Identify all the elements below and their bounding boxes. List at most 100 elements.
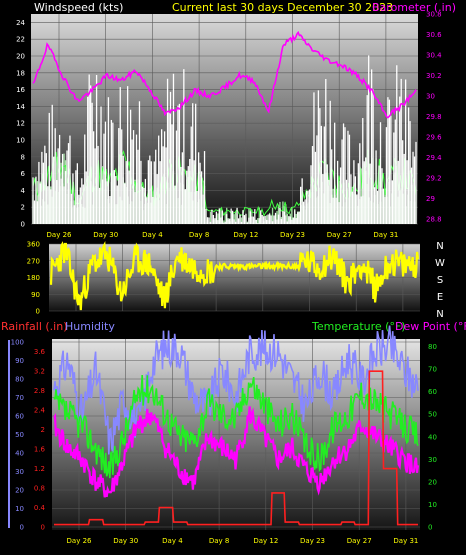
temperature-tick-label: 30 <box>428 456 437 464</box>
temperature-tick-label: 40 <box>428 433 437 441</box>
temperature-series <box>53 374 419 479</box>
temperature-tick-label: 80 <box>428 343 437 351</box>
rainfall-tick-label: 3.6 <box>34 348 46 356</box>
windspeed-tick-label: 22 <box>16 36 25 44</box>
wind-x-axis: Day 26 Day 30 Day 4 Day 8 Day 12 Day 23 Day 27… <box>47 231 399 239</box>
direction-axis: 0 90 180 270 360 <box>27 241 40 316</box>
climate-x-tick-label: Day 26 <box>67 537 93 545</box>
compass-letter-w: W <box>435 258 445 269</box>
rainfall-tick-label: 1.2 <box>34 465 45 473</box>
wind-x-tick-label: Day 23 <box>280 231 305 239</box>
climate-x-axis: Day 26 Day 30 Day 4 Day 8 Day 12 Day 23 Day 27… <box>67 537 419 545</box>
humidity-tick-label: 70 <box>15 394 24 402</box>
climate-x-tick-label: Day 27 <box>347 537 372 545</box>
barometer-tick-label: 29.8 <box>426 113 442 121</box>
direction-series <box>49 240 420 311</box>
temperature-axis: 0 10 20 30 40 50 60 70 80 <box>428 343 437 531</box>
humidity-tick-label: 60 <box>15 413 24 421</box>
compass-letter-s: S <box>437 275 443 286</box>
windspeed-tick-label: 18 <box>16 69 25 77</box>
compass-letter-n: N <box>436 241 443 252</box>
dewpoint-series <box>53 406 420 498</box>
windspeed-tick-label: 14 <box>16 103 25 111</box>
wind-x-tick-label: Day 4 <box>142 231 163 239</box>
barometer-tick-label: 29.2 <box>426 174 442 182</box>
climate-x-tick-label: Day 4 <box>162 537 183 545</box>
dewpoint-title: Dew Point (°F) <box>395 320 466 333</box>
temperature-title: Temperature (°F) <box>311 320 406 333</box>
windspeed-tick-label: 8 <box>21 153 25 161</box>
humidity-tick-label: 50 <box>15 431 24 439</box>
humidity-title: Humidity <box>65 320 115 333</box>
barometer-tick-label: 30.8 <box>426 11 442 19</box>
windspeed-tick-label: 20 <box>16 53 25 61</box>
humidity-tick-label: 20 <box>15 487 24 495</box>
barometer-axis: 28.8 29 29.2 29.4 29.6 29.8 30 30.2 30.4 30.6 30.8 <box>426 11 442 224</box>
barometer-tick-label: 30 <box>426 92 435 100</box>
windspeed-tick-label: 12 <box>16 120 25 128</box>
windspeed-tick-label: 0 <box>21 221 25 229</box>
temperature-tick-label: 60 <box>428 388 437 396</box>
windspeed-title: Windspeed (kts) <box>34 1 123 14</box>
humidity-tick-label: 100 <box>11 339 24 347</box>
rainfall-tick-label: 0.8 <box>34 485 45 493</box>
climate-x-tick-label: Day 8 <box>209 537 230 545</box>
direction-tick-label: 360 <box>27 241 40 249</box>
barometer-tick-label: 28.8 <box>426 215 442 223</box>
rainfall-tick-label: 0.4 <box>34 504 46 512</box>
rainfall-tick-label: 1.6 <box>34 446 46 454</box>
windspeed-tick-label: 4 <box>21 187 26 195</box>
rainfall-tick-label: 2.8 <box>34 387 45 395</box>
climate-x-tick-label: Day 23 <box>300 537 325 545</box>
barometer-tick-label: 30.4 <box>426 51 442 59</box>
temperature-tick-label: 20 <box>428 478 437 486</box>
humidity-tick-label: 90 <box>15 357 24 365</box>
humidity-tick-label: 30 <box>15 468 24 476</box>
direction-tick-label: 180 <box>27 274 40 282</box>
humidity-axis: 0 10 20 30 40 50 60 70 80 90 100 <box>11 339 24 532</box>
humidity-tick-label: 10 <box>15 505 24 513</box>
barometer-tick-label: 29 <box>426 195 435 203</box>
windspeed-tick-label: 16 <box>16 86 25 94</box>
barometer-tick-label: 30.6 <box>426 31 442 39</box>
barometer-title: Barometer (.in) <box>372 1 456 14</box>
temperature-tick-label: 10 <box>428 501 437 509</box>
humidity-series <box>53 325 419 455</box>
barometer-tick-label: 29.4 <box>426 154 442 162</box>
climate-x-tick-label: Day 30 <box>113 537 138 545</box>
wind-x-tick-label: Day 26 <box>47 231 73 239</box>
wind-x-tick-label: Day 27 <box>327 231 352 239</box>
climate-x-tick-label: Day 31 <box>393 537 418 545</box>
humidity-line <box>53 325 419 455</box>
temperature-tick-label: 70 <box>428 366 437 374</box>
rainfall-line <box>54 370 418 526</box>
direction-tick-label: 270 <box>27 257 40 265</box>
windspeed-tick-label: 2 <box>21 204 25 212</box>
windspeed-series <box>32 55 417 224</box>
barometer-line <box>32 30 417 119</box>
compass-letter-n: N <box>436 309 443 320</box>
humidity-tick-label: 0 <box>20 524 24 532</box>
rainfall-tick-label: 2 <box>41 426 45 434</box>
rainfall-tick-label: 2.4 <box>34 407 46 415</box>
compass-letter-e: E <box>437 292 443 303</box>
windspeed-tick-label: 6 <box>21 170 26 178</box>
climate-x-tick-label: Day 12 <box>253 537 278 545</box>
wind-x-tick-label: Day 8 <box>189 231 210 239</box>
dewpoint-line <box>53 406 420 498</box>
direction-line <box>49 240 420 311</box>
windspeed-tick-label: 10 <box>16 137 25 145</box>
temperature-line <box>53 374 419 479</box>
rainfall-tick-label: 3.2 <box>34 368 45 376</box>
wind-x-tick-label: Day 31 <box>373 231 398 239</box>
humidity-tick-label: 80 <box>15 376 24 384</box>
rainfall-axis: 0 0.4 0.8 1.2 1.6 2 2.4 2.8 3.2 3.6 <box>34 348 46 531</box>
temperature-tick-label: 50 <box>428 411 437 419</box>
barometer-tick-label: 30.2 <box>426 72 442 80</box>
